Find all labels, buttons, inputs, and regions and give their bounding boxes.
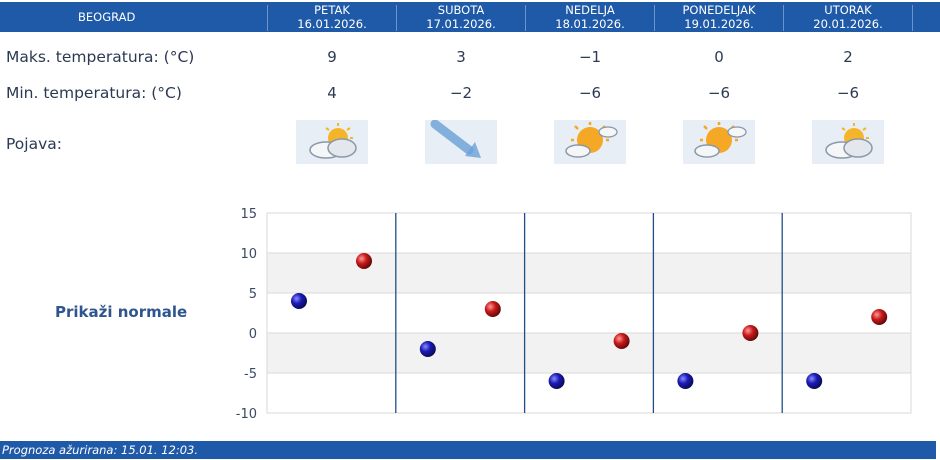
y-tick-label: 0 xyxy=(249,327,257,342)
header-divider xyxy=(267,5,268,31)
weather-label: Pojava: xyxy=(6,135,62,153)
day-name: SUBOTA xyxy=(437,3,485,17)
max-temp-point xyxy=(613,333,630,349)
day-name: NEDELJA xyxy=(565,3,615,17)
day-date: 19.01.2026. xyxy=(684,17,754,31)
y-tick-label: 10 xyxy=(240,247,257,262)
day-name: UTORAK xyxy=(824,3,872,17)
max-temp-label: Maks. temperatura: (°C) xyxy=(6,48,195,66)
max-temp-point xyxy=(356,253,372,269)
max-temp-value: 3 xyxy=(456,48,466,66)
min-temp-value: −6 xyxy=(707,84,731,102)
day-date: 18.01.2026. xyxy=(555,17,625,31)
y-tick-label: 15 xyxy=(240,207,257,222)
header-divider xyxy=(654,5,655,31)
grid-band xyxy=(267,373,911,413)
plot-frame xyxy=(266,212,912,414)
day-name: PETAK xyxy=(314,3,350,17)
day-header-5: UTORAK 20.01.2026. xyxy=(784,2,912,32)
min-temp-point xyxy=(677,373,694,389)
header-divider xyxy=(912,5,913,31)
mostly-sunny-icon xyxy=(554,120,626,164)
header-divider xyxy=(783,5,784,31)
max-temp-point xyxy=(871,309,888,325)
partly-cloudy-icon xyxy=(812,120,884,164)
city-name: BEOGRAD xyxy=(78,10,136,24)
mostly-sunny-icon xyxy=(683,120,755,164)
min-temp-value: 4 xyxy=(327,84,337,102)
header-divider xyxy=(396,5,397,31)
grid-band xyxy=(267,333,911,373)
forecast-header: BEOGRAD PETAK 16.01.2026. SUBOTA 17.01.2… xyxy=(0,2,940,32)
max-temp-point xyxy=(742,325,759,341)
min-temp-point xyxy=(419,341,436,357)
grid-band xyxy=(267,213,911,253)
y-tick-label: -5 xyxy=(244,367,257,382)
y-tick-label: -10 xyxy=(236,407,257,422)
min-temp-value: −6 xyxy=(578,84,602,102)
partly-cloudy-icon xyxy=(296,120,368,164)
y-tick-label: 5 xyxy=(249,287,257,302)
day-date: 20.01.2026. xyxy=(813,17,883,31)
forecast-updated-footer: Prognoza ažurirana: 15.01. 12:03. xyxy=(0,441,936,459)
day-header-4: PONEDELJAK 19.01.2026. xyxy=(655,2,783,32)
max-temp-value: 2 xyxy=(843,48,853,66)
max-temp-value: 9 xyxy=(327,48,337,66)
min-temp-value: −2 xyxy=(449,84,473,102)
day-header-1: PETAK 16.01.2026. xyxy=(268,2,396,32)
wind-icon xyxy=(425,120,497,164)
day-date: 16.01.2026. xyxy=(297,17,367,31)
min-temp-label: Min. temperatura: (°C) xyxy=(6,84,182,102)
min-temp-point xyxy=(548,373,565,389)
max-temp-point xyxy=(484,301,501,317)
day-header-2: SUBOTA 17.01.2026. xyxy=(397,2,525,32)
show-normals-link[interactable]: Prikaži normale xyxy=(55,303,188,321)
min-temp-value: −6 xyxy=(836,84,860,102)
max-temp-value: −1 xyxy=(578,48,602,66)
grid-band xyxy=(267,253,911,293)
max-temp-value: 0 xyxy=(714,48,724,66)
day-header-3: NEDELJA 18.01.2026. xyxy=(526,2,654,32)
day-name: PONEDELJAK xyxy=(682,3,756,17)
min-temp-point xyxy=(806,373,823,389)
min-temp-point xyxy=(291,293,307,309)
grid-band xyxy=(267,293,911,333)
day-date: 17.01.2026. xyxy=(426,17,496,31)
temperature-chart: 15 10 5 0 -5 -10 xyxy=(236,207,912,422)
header-divider xyxy=(525,5,526,31)
